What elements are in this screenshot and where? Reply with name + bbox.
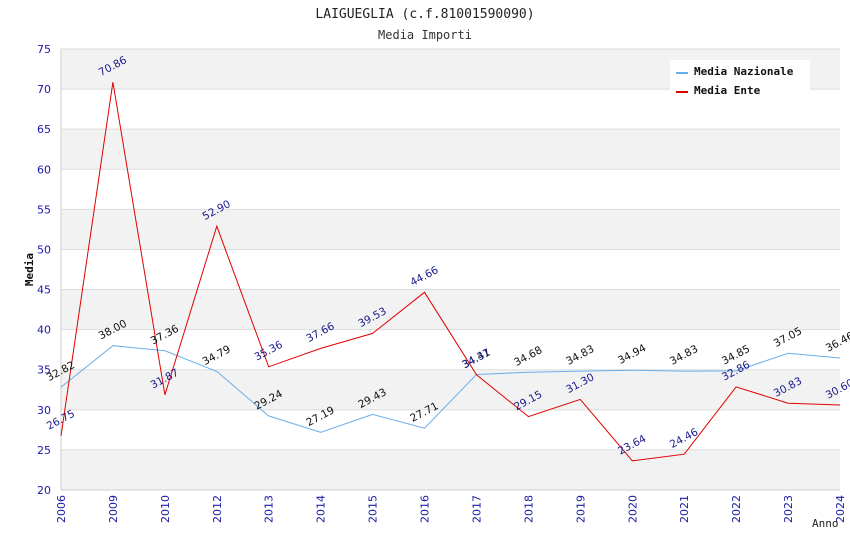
series-line-media-ente [60, 82, 841, 462]
plot-band [61, 449, 840, 490]
plot-band [61, 129, 840, 170]
legend-box [670, 60, 810, 102]
x-tick-label: 2019 [574, 495, 587, 523]
legend: Media Nazionale Media Ente [670, 60, 810, 102]
data-label-nazionale: 36.46 [824, 330, 850, 355]
y-tick-label: 50 [37, 243, 51, 256]
chart-title: LAIGUEGLIA (c.f.81001590090) [315, 7, 534, 22]
y-tick-label: 65 [37, 123, 51, 136]
chart-subtitle: Media Importi [378, 28, 472, 42]
x-tick-label: 2006 [55, 495, 68, 523]
y-tick-label: 40 [37, 324, 51, 337]
y-tick-label: 55 [37, 203, 51, 216]
data-label-ente: 35.36 [253, 339, 285, 364]
gridlines [61, 48, 840, 491]
x-axis-label: Anno [812, 517, 839, 530]
axes [60, 49, 840, 491]
x-tick-label: 2015 [367, 495, 380, 523]
y-axis-label: Media [23, 253, 36, 286]
data-label-ente: 44.66 [408, 264, 440, 289]
data-label-ente: 24.46 [668, 426, 700, 451]
x-tick-label: 2021 [678, 495, 691, 523]
y-tick-label: 60 [37, 163, 51, 176]
y-tick-label: 25 [37, 444, 51, 457]
x-tick-label: 2016 [419, 495, 432, 523]
legend-entry: Media Ente [694, 84, 761, 97]
data-label-nazionale: 34.94 [616, 342, 648, 367]
data-label-nazionale: 34.79 [201, 343, 233, 368]
y-tick-label: 35 [37, 364, 51, 377]
x-tick-label: 2010 [159, 495, 172, 523]
x-tick-label: 2022 [730, 495, 743, 523]
x-tick-label: 2012 [211, 495, 224, 523]
y-tick-label: 30 [37, 404, 51, 417]
x-tick-label: 2018 [522, 495, 535, 523]
series-lines [60, 82, 841, 462]
x-tick-label: 2017 [470, 495, 483, 523]
data-label-nazionale: 34.83 [564, 343, 596, 368]
x-tick-label: 2023 [782, 495, 795, 523]
x-axis-ticks: 2006 2009 2010 2012 2013 2014 2015 2016 2017 2018… [55, 495, 847, 523]
x-tick-label: 2020 [626, 495, 639, 523]
data-label-nazionale: 34.68 [512, 344, 544, 369]
y-tick-label: 20 [37, 484, 51, 497]
y-tick-label: 45 [37, 284, 51, 297]
y-tick-label: 70 [37, 83, 51, 96]
plot-band [61, 209, 840, 250]
plot-background-bands [61, 49, 840, 490]
x-tick-label: 2013 [263, 495, 276, 523]
y-axis-ticks: 20 25 30 35 40 45 50 55 60 65 70 75 [37, 43, 51, 497]
plot-band [61, 289, 840, 330]
x-tick-label: 2024 [834, 495, 847, 523]
y-tick-label: 75 [37, 43, 51, 56]
plot-band [61, 369, 840, 410]
data-label-ente: 34.37 [460, 347, 492, 372]
legend-entry: Media Nazionale [694, 65, 794, 78]
x-tick-label: 2014 [315, 495, 328, 523]
x-tick-label: 2009 [107, 495, 120, 523]
series-line-media-nazionale [60, 345, 841, 433]
data-label-nazionale: 34.83 [668, 343, 700, 368]
